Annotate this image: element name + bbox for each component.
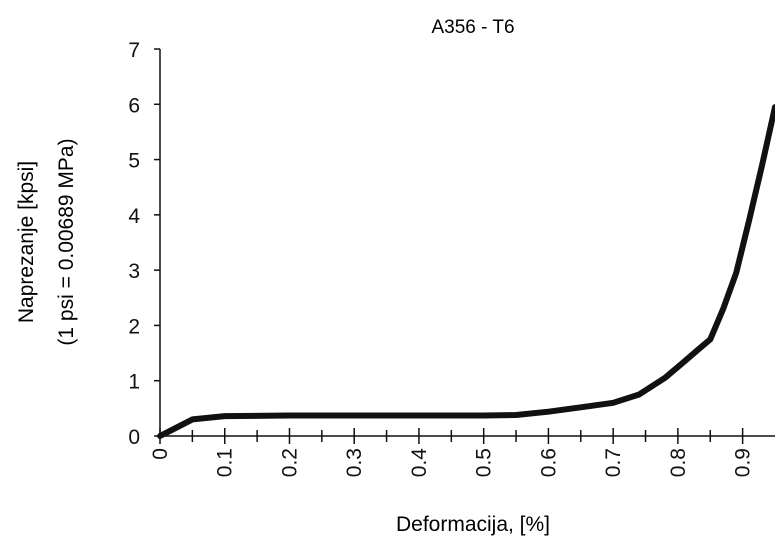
x-tick-label: 0.2 bbox=[278, 448, 301, 477]
x-axis-label: Deformacija, [%] bbox=[396, 513, 550, 536]
x-tick-label: 0.1 bbox=[214, 448, 237, 477]
y-tick-label: 2 bbox=[128, 315, 140, 338]
y-tick-label: 3 bbox=[128, 260, 140, 283]
y-axis-label: Naprezanje [kpsi] (1 psi = 0.00689 MPa) bbox=[15, 138, 78, 345]
y-tick-label: 6 bbox=[128, 94, 140, 117]
chart-title: A356 - T6 bbox=[431, 17, 514, 38]
axes: 0 1 2 3 4 5 6 7 0 0.1 0.2 0.3 0.4 0.5 0.6 0.7 0.8 0.9 bbox=[128, 39, 775, 477]
x-tick-label: 0.6 bbox=[537, 448, 560, 477]
x-tick-label: 0.9 bbox=[732, 448, 755, 477]
x-tick-label: 0.5 bbox=[473, 448, 496, 477]
y-tick-label: 1 bbox=[128, 371, 140, 394]
y-tick-label: 0 bbox=[128, 426, 140, 449]
y-tick-label: 5 bbox=[128, 150, 140, 173]
x-tick-label: 0.7 bbox=[602, 448, 625, 477]
y-tick-label: 4 bbox=[128, 205, 140, 228]
series-line-1 bbox=[157, 104, 775, 439]
x-tick-label: 0 bbox=[149, 448, 172, 460]
y-axis-label-line-1: Naprezanje [kpsi] bbox=[15, 161, 38, 323]
x-tick-label: 0.8 bbox=[667, 448, 690, 477]
x-tick-label: 0.4 bbox=[408, 448, 431, 478]
y-tick-label: 7 bbox=[128, 39, 140, 62]
x-tick-label: 0.3 bbox=[343, 448, 366, 477]
y-axis-label-line-2: (1 psi = 0.00689 MPa) bbox=[55, 138, 78, 345]
series-layer bbox=[157, 104, 775, 439]
